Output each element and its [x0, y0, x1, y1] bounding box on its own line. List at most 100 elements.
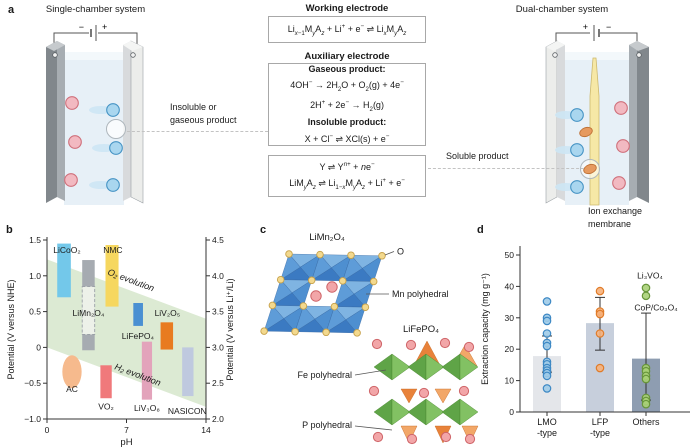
data-point	[542, 329, 552, 338]
o-atom	[369, 277, 378, 286]
fe-polyhedral-label: Fe polyhedral	[297, 370, 352, 380]
ion-blue	[106, 103, 120, 117]
data-point	[542, 297, 552, 306]
data-point	[595, 286, 605, 296]
o-atom-label: O	[397, 247, 404, 257]
dark-electrode-top-face	[629, 41, 649, 51]
insoluble-equation: X + Cl− ⇌ XCl(s) + e−	[304, 132, 390, 144]
gas-bubble	[106, 119, 126, 139]
dark-electrode-inner-face	[629, 41, 637, 201]
cation-pink	[614, 101, 628, 115]
wire	[600, 32, 638, 44]
material-label: LiCoO₂	[53, 245, 80, 255]
material-range-bar	[57, 243, 71, 298]
annotation: Li₃VO₄	[637, 271, 663, 281]
data-point	[542, 371, 552, 381]
fe-octahedron-facet	[459, 398, 479, 426]
li-ion	[439, 337, 451, 349]
o-atom	[330, 302, 339, 311]
li-ion	[464, 433, 476, 445]
y-tick-label-left: 1.0	[29, 271, 41, 281]
battery-pos-sign: +	[583, 22, 588, 32]
ion-blue	[109, 141, 123, 155]
mn-octahedron-facet	[263, 305, 285, 332]
gaseous-product-heading: Gaseous product:	[308, 64, 386, 75]
fe-octahedron-facet	[407, 353, 427, 381]
dark-electrode-outer-face	[637, 41, 649, 203]
material-label: LiV₃O₈	[134, 403, 160, 413]
p-tetrahedron	[400, 388, 418, 404]
y-axis-title-left: Potential (V versus NHE)	[6, 279, 16, 379]
cation-pink	[65, 96, 79, 110]
y-tick-label-left: −0.5	[24, 378, 41, 388]
panel-c-structures: LiMn₂O₄ O Mn polyhedral LiFePO₄ Fe polyhedra…	[260, 232, 479, 445]
y-tick-label-left: 0.5	[29, 307, 41, 317]
electrode-hole	[130, 52, 136, 58]
y-tick-label: 0	[509, 407, 514, 417]
li-ion	[405, 339, 417, 351]
o-atom	[322, 328, 330, 337]
group-label: -type	[590, 428, 610, 438]
material-range-bar	[141, 341, 153, 400]
light-electrode-inner-face	[557, 41, 565, 201]
o-atom	[276, 275, 285, 284]
cation-pink	[616, 139, 630, 153]
y-tick-label: 20	[505, 344, 515, 354]
cation-pink	[64, 173, 78, 187]
leader-line	[354, 369, 387, 376]
data-point	[595, 329, 605, 338]
material-label: LiMn₂O₄	[73, 308, 105, 318]
fe-octahedron-facet	[391, 353, 411, 381]
panel-d-chart: 01020304050LMO-typeLFP-typeOthersExtract…	[480, 246, 690, 438]
callout-soluble: Soluble product	[446, 151, 509, 161]
light-electrode-inner-face	[123, 41, 131, 201]
gaseous-equation-1: 4OH− → 2H2O + O2(g) + 4e−	[290, 79, 404, 94]
material-label: NASICON	[168, 406, 207, 416]
light-electrode-top-face	[546, 41, 565, 51]
fe-octahedron-facet	[459, 353, 479, 381]
working-electrode-equation: Lix−1MyAz + Li+ + e− ⇌ LixMyAz	[287, 22, 407, 37]
electrode-hole	[52, 52, 58, 58]
material-range-bar	[182, 347, 194, 397]
material-range-bar	[160, 322, 174, 350]
y-tick-label: 50	[505, 250, 515, 260]
dark-electrode-top-face	[46, 41, 65, 51]
panel-letter-b: b	[6, 224, 13, 236]
y-tick-label-right: 2.5	[212, 378, 224, 388]
o-atom	[291, 327, 299, 336]
data-point	[641, 374, 651, 384]
membrane-label: Ion exchange membrane	[588, 205, 668, 230]
light-electrode-outer-face	[130, 40, 144, 204]
fe-octahedron-facet	[425, 398, 445, 426]
material-range-bar	[100, 365, 112, 399]
connector-soluble	[428, 168, 584, 169]
dark-electrode-inner-face	[57, 41, 65, 201]
li-ion	[326, 281, 338, 293]
fe-octahedron-facet	[391, 398, 411, 426]
panel-letter-c: c	[260, 224, 267, 236]
electrode-hole	[636, 52, 642, 58]
working-electrode-title: Working electrode	[305, 3, 389, 14]
ion-blue	[106, 178, 120, 192]
battery-neg-sign: −	[79, 22, 84, 32]
gaseous-equation-2: 2H+ + 2e− → H2(g)	[310, 99, 384, 114]
limn2o4-title: LiMn₂O₄	[309, 232, 345, 243]
li-ion	[310, 290, 322, 302]
mn-octahedron-facet	[272, 279, 293, 306]
material-ellipse	[62, 355, 82, 389]
leader-line	[384, 251, 395, 256]
wire	[53, 32, 89, 44]
y-tick-label-right: 2.0	[212, 414, 224, 424]
x-axis-title: pH	[120, 437, 132, 448]
connector-insoluble	[127, 131, 268, 132]
mn-octahedron-facet	[325, 306, 347, 333]
auxiliary-electrode-box: Gaseous product: 4OH− → 2H2O + O2(g) + 4…	[268, 63, 426, 146]
y-tick-label-right: 3.5	[212, 307, 224, 317]
y-tick-label-left: 0	[36, 342, 41, 352]
y-tick-label: 10	[505, 376, 515, 386]
data-point	[641, 283, 651, 293]
mn-octahedron-facet	[311, 254, 332, 281]
o-atom	[353, 329, 361, 337]
material-range-bar	[105, 245, 119, 307]
